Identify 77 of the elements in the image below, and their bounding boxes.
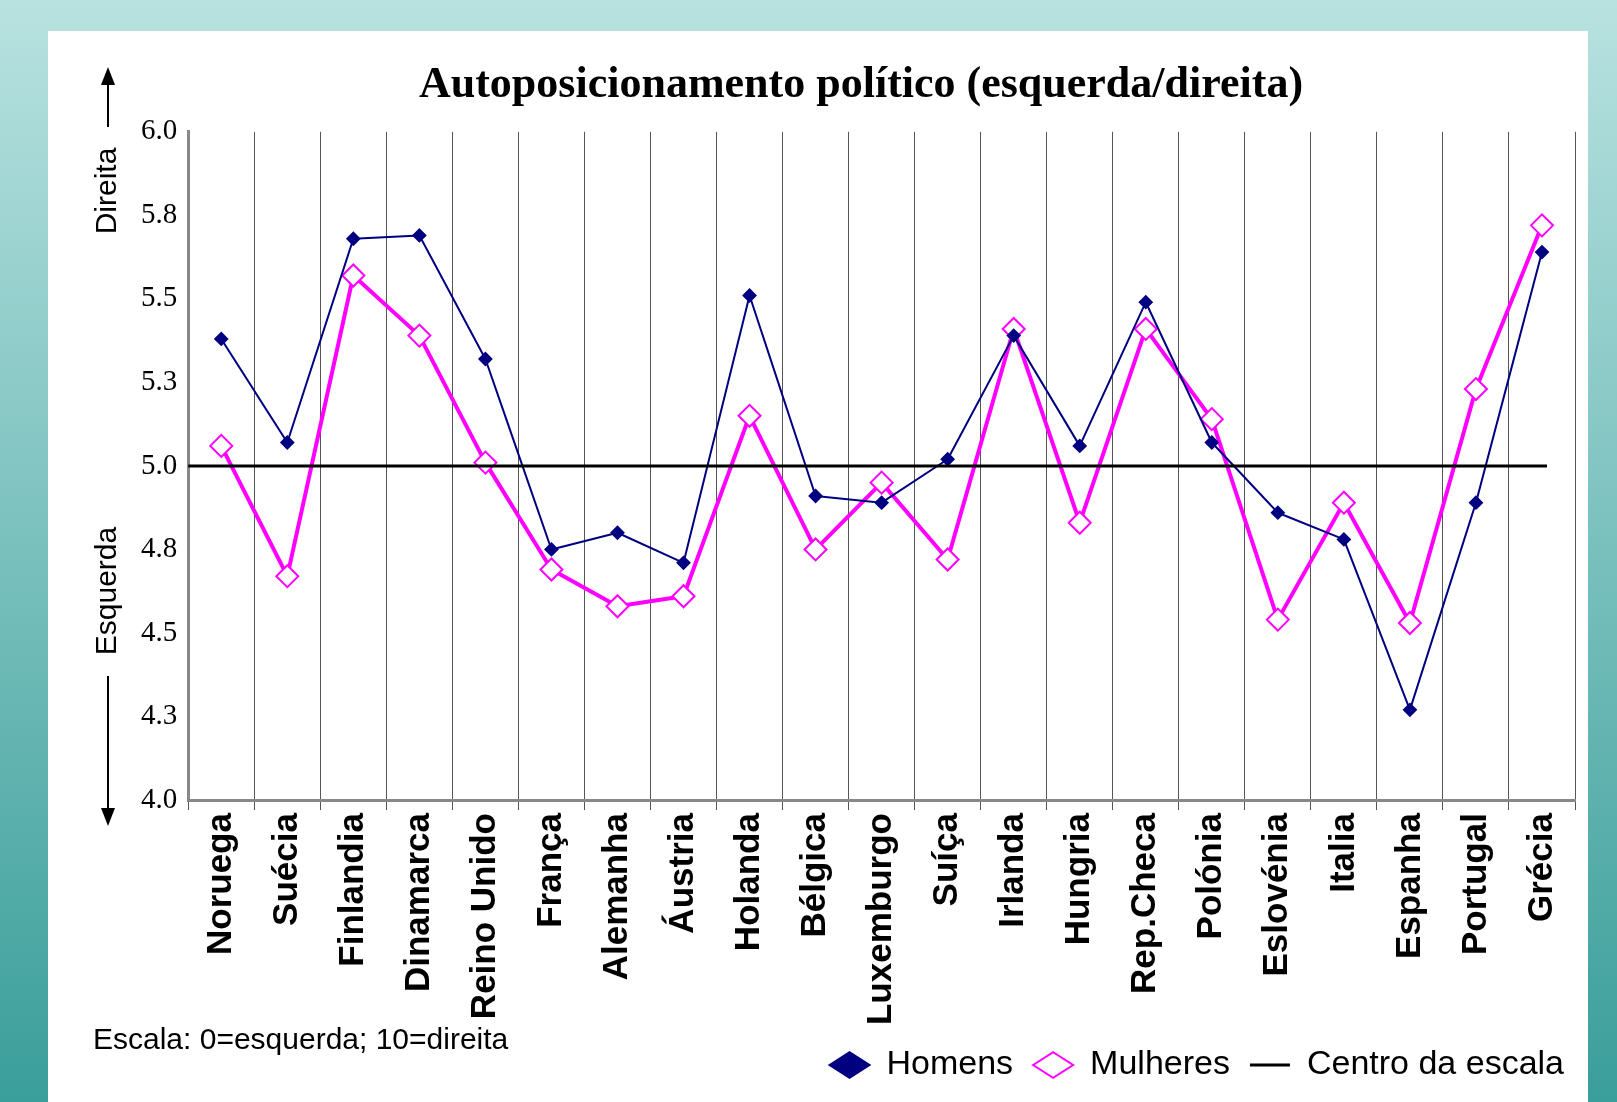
legend-label: Homens	[886, 1043, 1014, 1082]
y-tick-label: 4.5	[141, 614, 178, 647]
x-tick-label: Áustria	[661, 812, 701, 934]
x-tick-label: Portugal	[1453, 813, 1493, 955]
point	[1133, 316, 1158, 341]
point	[341, 263, 366, 288]
x-tick-label: Noruega	[198, 812, 238, 956]
y-tick-label: 4.8	[141, 531, 178, 564]
point	[544, 542, 559, 557]
y-tick-label: 5.5	[141, 280, 178, 313]
y-tick-label: 5.3	[141, 364, 178, 396]
point	[539, 557, 564, 582]
text: Esquerda	[89, 526, 123, 656]
x-tick-label: Eslovénia	[1255, 812, 1295, 977]
x-tick-label: França	[529, 812, 569, 928]
point	[610, 525, 625, 540]
y-tick-label: 4.3	[141, 698, 178, 731]
point	[1331, 490, 1356, 515]
point	[275, 564, 300, 589]
point	[737, 403, 762, 428]
y-tick-label: 5.8	[141, 196, 178, 229]
x-tick-label: Luxemburgo	[859, 813, 899, 1025]
point	[346, 231, 361, 246]
chart-title: Autoposicionamento político (esquerda/direita)	[418, 57, 1304, 107]
point	[1199, 407, 1224, 432]
point	[1265, 607, 1290, 632]
point	[214, 331, 229, 346]
x-tick-label: Dinamarca	[397, 812, 437, 993]
x-tick-label: Alemanha	[595, 812, 635, 981]
point	[742, 288, 757, 303]
point	[605, 594, 630, 619]
point	[1534, 245, 1549, 260]
point	[869, 470, 894, 495]
point	[1270, 505, 1285, 520]
y-tick-label: 4.0	[141, 781, 178, 814]
x-tick-label: Polónia	[1189, 812, 1229, 940]
y-tick-label: 5.0	[141, 447, 178, 480]
point	[1402, 702, 1417, 717]
point	[1397, 610, 1422, 635]
point	[1204, 435, 1219, 450]
x-tick-label: Rep.Checa	[1123, 812, 1163, 994]
point	[1336, 532, 1351, 547]
point	[412, 228, 427, 243]
point	[874, 495, 889, 510]
x-tick-label: Grécia	[1519, 812, 1559, 923]
point	[1138, 295, 1153, 310]
point	[280, 435, 295, 450]
x-tick-label: Bélgica	[793, 812, 833, 938]
point	[209, 433, 234, 458]
point	[671, 584, 696, 609]
point	[407, 323, 432, 348]
point	[1529, 213, 1554, 238]
x-tick-label: Irlanda	[991, 812, 1031, 928]
point	[1067, 510, 1092, 535]
legend-label: Centro da escala	[1306, 1043, 1565, 1082]
x-tick-label: Espanha	[1387, 812, 1427, 959]
x-tick-label: Suécia	[264, 812, 304, 926]
text: Escala: 0=esquerda; 10=direita	[93, 1022, 509, 1056]
point	[1072, 438, 1087, 453]
point	[1468, 495, 1483, 510]
x-tick-label: Holanda	[727, 812, 767, 952]
point	[1006, 328, 1021, 343]
x-tick-label: Suíça	[925, 812, 965, 907]
text: Direita	[89, 147, 123, 235]
point	[803, 537, 828, 562]
point	[940, 452, 955, 467]
x-tick-label: Italia	[1321, 812, 1361, 893]
legend-label: Mulheres	[1090, 1043, 1230, 1082]
x-tick-label: Reino Unido	[463, 813, 503, 1020]
point	[676, 555, 691, 570]
x-tick-label: Finlandia	[331, 812, 370, 967]
point	[478, 352, 493, 367]
point	[808, 489, 823, 503]
point	[935, 547, 960, 572]
point	[1463, 377, 1488, 402]
y-tick-label: 6.0	[141, 113, 178, 146]
x-tick-label: Hungria	[1057, 812, 1097, 946]
